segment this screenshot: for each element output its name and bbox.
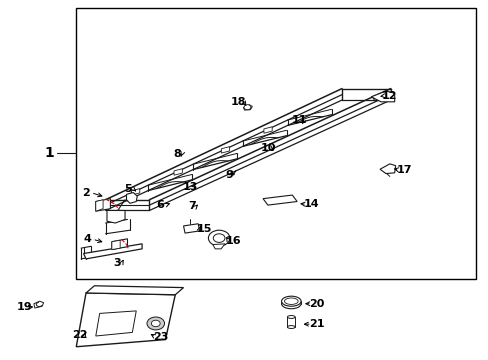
Ellipse shape: [287, 325, 295, 328]
Polygon shape: [243, 105, 252, 110]
Text: 18: 18: [230, 97, 246, 107]
Polygon shape: [112, 239, 127, 249]
Polygon shape: [264, 127, 272, 133]
Text: 8: 8: [173, 149, 181, 159]
Text: 17: 17: [396, 165, 411, 175]
Polygon shape: [107, 211, 125, 223]
Ellipse shape: [284, 298, 298, 305]
Text: 21: 21: [308, 319, 324, 329]
Text: 23: 23: [153, 332, 168, 342]
Text: 14: 14: [304, 199, 319, 210]
Bar: [76, 8, 475, 279]
Text: 2: 2: [82, 188, 90, 198]
Circle shape: [147, 317, 164, 330]
Polygon shape: [221, 147, 229, 153]
Text: 9: 9: [224, 170, 232, 180]
Ellipse shape: [281, 299, 301, 309]
Polygon shape: [183, 224, 199, 233]
Text: 13: 13: [182, 182, 197, 192]
Polygon shape: [96, 199, 110, 211]
Text: 1: 1: [44, 146, 54, 160]
Polygon shape: [34, 301, 43, 308]
Text: 7: 7: [187, 201, 195, 211]
Polygon shape: [126, 193, 137, 203]
Text: 20: 20: [308, 299, 324, 309]
Text: 10: 10: [260, 143, 275, 153]
Text: 11: 11: [291, 115, 306, 125]
Polygon shape: [174, 169, 182, 175]
Polygon shape: [287, 317, 295, 327]
Ellipse shape: [281, 296, 301, 306]
Polygon shape: [263, 195, 297, 205]
Polygon shape: [86, 286, 183, 295]
Text: 22: 22: [72, 330, 87, 340]
Ellipse shape: [287, 316, 295, 319]
Polygon shape: [379, 164, 395, 174]
Polygon shape: [212, 244, 224, 249]
Text: 12: 12: [381, 91, 397, 101]
Text: 15: 15: [197, 224, 212, 234]
Text: 16: 16: [225, 236, 241, 246]
Polygon shape: [96, 311, 136, 336]
Circle shape: [244, 105, 250, 110]
Text: 5: 5: [124, 184, 132, 194]
Text: 3: 3: [113, 258, 121, 268]
Text: 6: 6: [156, 200, 164, 210]
Polygon shape: [112, 240, 120, 249]
Polygon shape: [83, 244, 142, 259]
Polygon shape: [76, 293, 175, 347]
Polygon shape: [96, 200, 103, 211]
Circle shape: [151, 320, 160, 327]
Text: 4: 4: [83, 234, 91, 244]
Circle shape: [208, 230, 229, 246]
Polygon shape: [370, 91, 394, 102]
Circle shape: [213, 234, 224, 242]
Polygon shape: [131, 189, 140, 195]
Text: 19: 19: [16, 302, 32, 312]
